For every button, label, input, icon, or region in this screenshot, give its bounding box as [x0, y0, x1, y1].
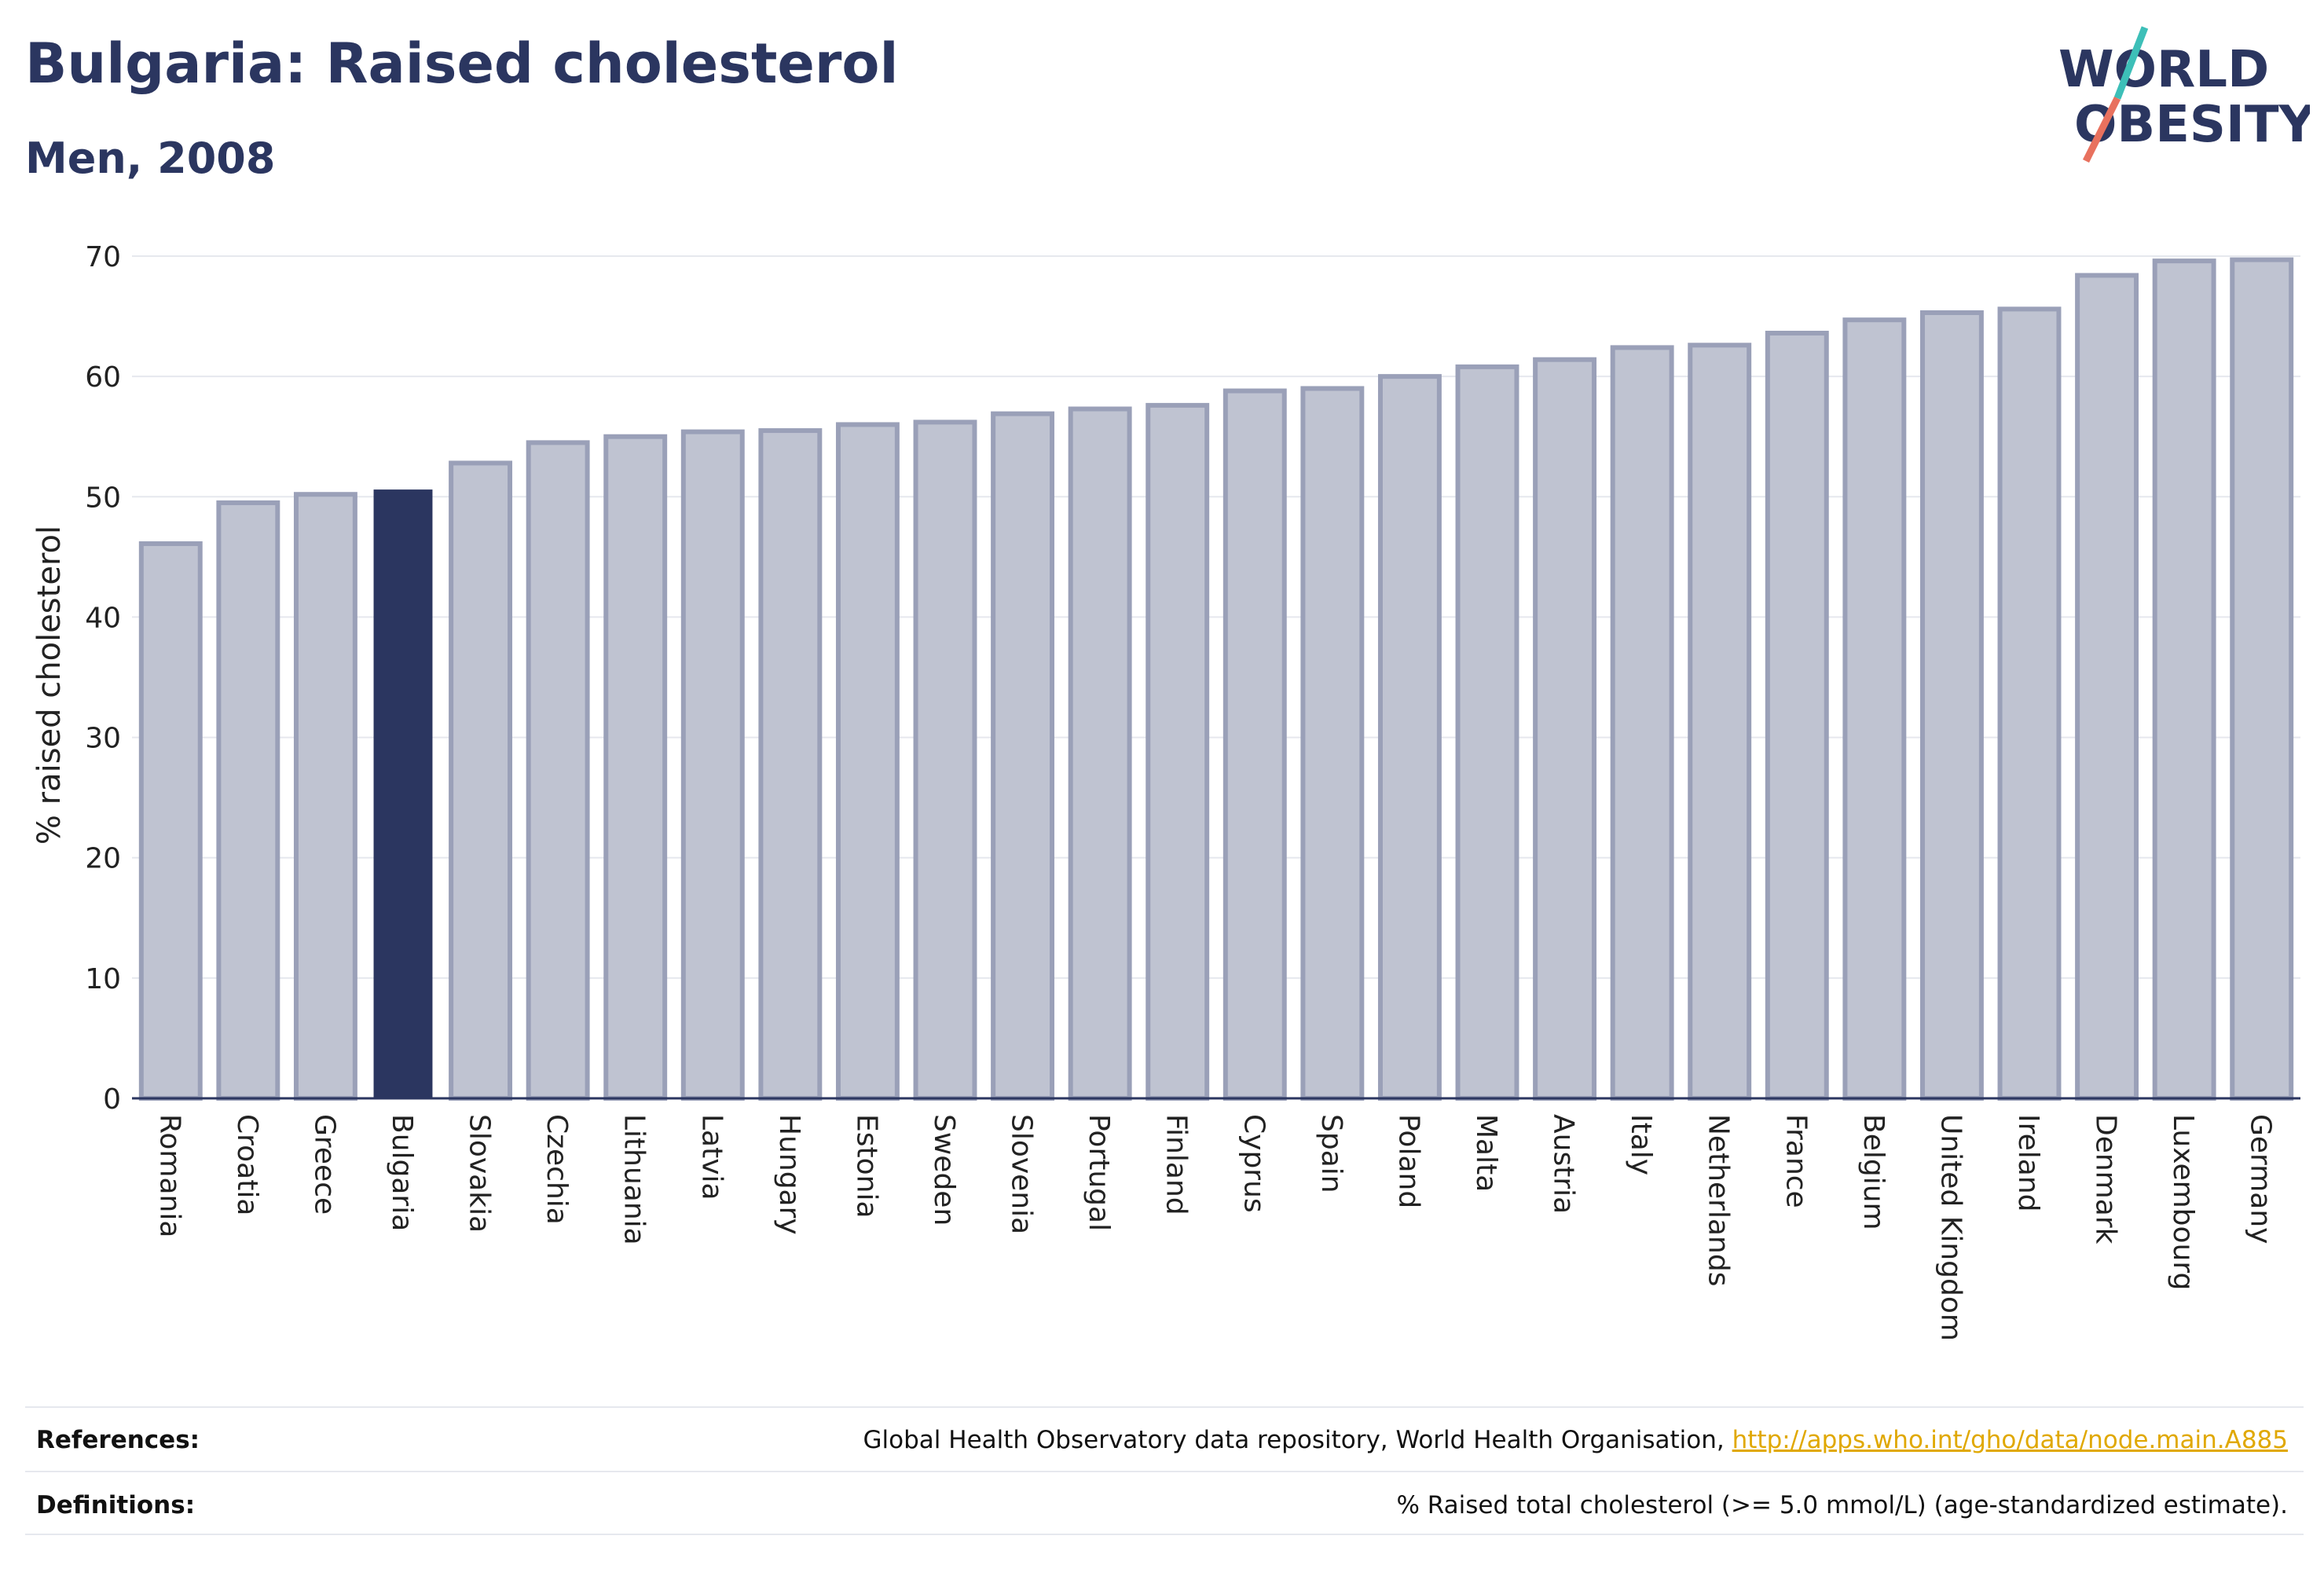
bar-netherlands: [1688, 343, 1752, 1101]
y-tick-label: 60: [85, 361, 121, 394]
bar-united-kingdom: [1919, 310, 1984, 1101]
x-tick-label: Netherlands: [1703, 1114, 1735, 1286]
references-source: Global Health Observatory data repositor…: [863, 1426, 1732, 1454]
x-tick-label: France: [1780, 1114, 1812, 1208]
x-tick-label: Greece: [308, 1114, 340, 1215]
x-tick-label: Czechia: [541, 1114, 573, 1225]
y-tick-label: 20: [85, 843, 121, 875]
page-subtitle: Men, 2008: [25, 134, 276, 183]
bar-bulgaria: [373, 489, 433, 1098]
bar-spain: [1300, 386, 1365, 1101]
bar-latvia: [680, 429, 745, 1101]
y-tick-label: 70: [85, 241, 121, 273]
y-tick-label: 10: [85, 963, 121, 995]
bar-austria: [1533, 357, 1597, 1101]
bar-poland: [1377, 374, 1442, 1101]
bar-greece: [293, 492, 357, 1101]
references-text: Global Health Observatory data repositor…: [863, 1426, 2288, 1454]
x-tick-label: Estonia: [850, 1114, 882, 1219]
x-tick-label: Malta: [1470, 1114, 1502, 1192]
x-tick-label: Ireland: [2012, 1114, 2044, 1212]
bar-italy: [1610, 345, 1674, 1101]
footer-divider-top: [25, 1406, 2304, 1408]
x-tick-label: Romania: [153, 1114, 185, 1237]
footer-divider-bottom: [25, 1534, 2304, 1535]
x-tick-label: Poland: [1392, 1114, 1424, 1208]
x-tick-label: Belgium: [1857, 1114, 1890, 1230]
footer-divider-middle: [25, 1471, 2304, 1472]
bar-finland: [1146, 402, 1210, 1101]
x-tick-label: Hungary: [773, 1114, 805, 1235]
bar-malta: [1455, 364, 1519, 1101]
x-tick-label: Bulgaria: [386, 1114, 418, 1231]
y-axis-label: % raised cholesterol: [31, 526, 68, 845]
x-tick-label: Austria: [1548, 1114, 1580, 1214]
x-tick-label: Latvia: [695, 1114, 728, 1200]
x-tick-label: Slovenia: [1006, 1114, 1038, 1234]
x-tick-label: Cyprus: [1237, 1114, 1270, 1213]
x-tick-label: Spain: [1315, 1114, 1347, 1193]
logo-line1: WORLD: [2058, 41, 2269, 99]
bar-sweden: [913, 420, 977, 1101]
page-title: Bulgaria: Raised cholesterol: [25, 31, 899, 96]
bar-portugal: [1068, 406, 1132, 1101]
y-tick-label: 50: [85, 482, 121, 514]
bar-croatia: [216, 500, 280, 1101]
definitions-text: % Raised total cholesterol (>= 5.0 mmol/…: [1396, 1491, 2288, 1519]
y-tick-label: 40: [85, 602, 121, 634]
bar-hungary: [758, 428, 823, 1101]
y-tick-label: 0: [103, 1083, 121, 1116]
x-tick-label: Lithuania: [618, 1114, 651, 1245]
world-obesity-logo: WORLD OBESITY: [2058, 26, 2310, 163]
bar-romania: [138, 541, 203, 1101]
x-tick-label: United Kingdom: [1934, 1114, 1967, 1341]
bar-chart: 0 10 20 30 40 50 60 70 % raised cholesterol Roman…: [31, 241, 2300, 1341]
x-tick-label: Portugal: [1083, 1114, 1115, 1231]
y-tick-label: 30: [85, 723, 121, 755]
bar-lithuania: [603, 434, 668, 1101]
bar-luxembourg: [2152, 258, 2216, 1101]
x-tick-label: Finland: [1160, 1114, 1193, 1215]
bar-germany: [2230, 257, 2294, 1101]
x-tick-label: Croatia: [231, 1114, 263, 1215]
bar-belgium: [1842, 317, 1907, 1101]
bar-slovakia: [449, 460, 513, 1101]
logo-slash-coral: [2082, 96, 2121, 163]
x-tick-label: Slovakia: [464, 1114, 496, 1233]
bar-ireland: [1997, 306, 2062, 1101]
references-label: References:: [36, 1426, 200, 1454]
bar-denmark: [2075, 273, 2139, 1101]
x-tick-label: Italy: [1625, 1114, 1657, 1175]
references-link[interactable]: http://apps.who.int/gho/data/node.main.A…: [1732, 1426, 2288, 1454]
bar-france: [1765, 331, 1829, 1101]
bar-cyprus: [1222, 388, 1287, 1101]
x-tick-label: Denmark: [2090, 1114, 2122, 1244]
bar-slovenia: [991, 411, 1055, 1101]
x-tick-label: Luxembourg: [2167, 1114, 2199, 1290]
definitions-label: Definitions:: [36, 1491, 196, 1519]
x-tick-label: Germany: [2245, 1114, 2277, 1244]
bar-czechia: [526, 440, 590, 1101]
x-tick-label: Sweden: [928, 1114, 960, 1226]
bar-estonia: [835, 422, 900, 1101]
logo-slash-teal: [2113, 26, 2149, 100]
